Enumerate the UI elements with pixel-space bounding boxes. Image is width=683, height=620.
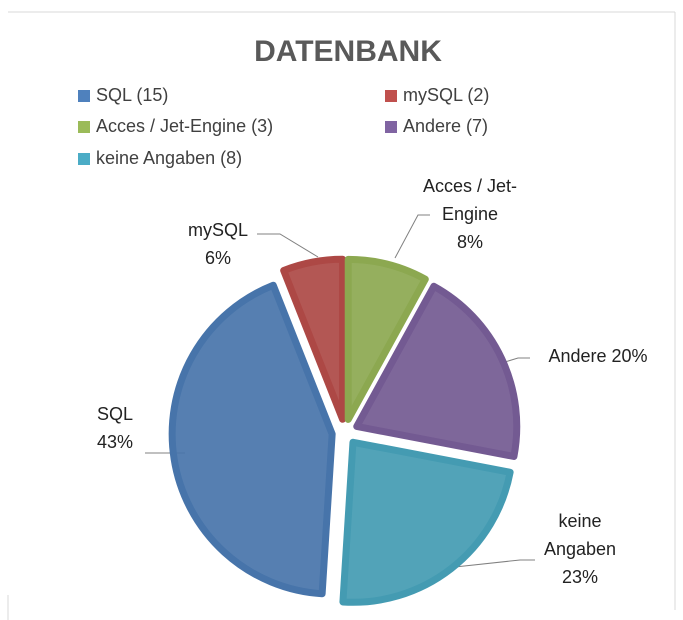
pie-slice: [353, 282, 521, 460]
data-label-name: keine Angaben: [543, 511, 617, 559]
data-label: SQL 43%: [55, 400, 175, 456]
legend-label: mySQL (2): [403, 85, 490, 105]
data-label: Andere 20%: [528, 342, 668, 370]
data-label-name: Acces / Jet-Engine: [422, 176, 518, 224]
pie-slice: [168, 281, 336, 598]
data-label: mySQL 6%: [178, 216, 258, 272]
data-label-name: mySQL: [187, 220, 248, 240]
legend-item: Acces / Jet-Engine (3): [78, 116, 273, 137]
legend-label: keine Angaben (8): [96, 148, 243, 168]
data-label-name: SQL: [96, 404, 134, 424]
legend-label: Andere (7): [403, 116, 489, 136]
legend-swatch: [78, 152, 90, 165]
data-label-name: Andere: [548, 346, 607, 366]
data-label-value: 43%: [96, 432, 134, 452]
chart-title: DATENBANK: [254, 35, 442, 68]
pie-slice: [344, 255, 429, 423]
data-label-value: 20%: [611, 346, 648, 366]
data-label-value: 8%: [456, 232, 483, 252]
data-label: Acces / Jet-Engine 8%: [410, 172, 530, 256]
legend-swatch: [385, 89, 397, 102]
pie-slice: [280, 255, 347, 423]
data-label-value: 23%: [561, 567, 599, 587]
legend-swatch: [78, 120, 90, 133]
legend-item: Andere (7): [385, 116, 488, 137]
pie-slice: [339, 438, 514, 606]
legend-swatch: [385, 120, 397, 133]
legend-item: SQL (15): [78, 85, 168, 106]
legend-label: SQL (15): [96, 85, 169, 105]
legend-label: Acces / Jet-Engine (3): [96, 116, 274, 136]
leader-lines: [145, 214, 535, 568]
legend-swatch: [78, 89, 90, 102]
legend-item: keine Angaben (8): [78, 148, 242, 169]
legend-item: mySQL (2): [385, 85, 489, 106]
data-label: keine Angaben 23%: [530, 507, 630, 591]
data-label-value: 6%: [204, 248, 231, 268]
